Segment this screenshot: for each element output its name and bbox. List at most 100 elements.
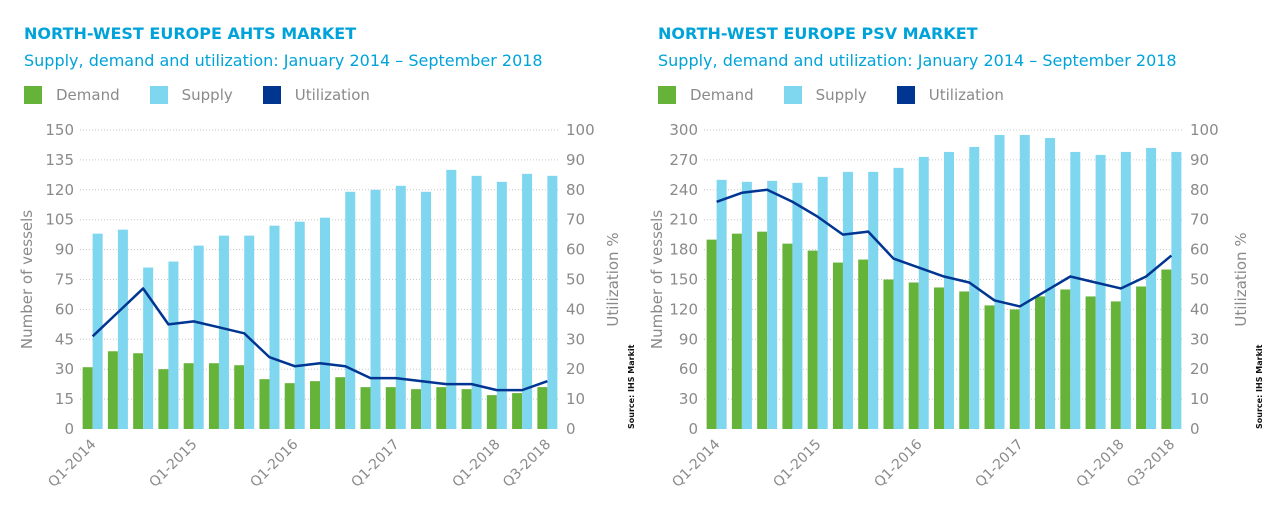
legend-swatch-utilization: [262, 86, 281, 104]
bar-demand: [107, 351, 118, 429]
source-note: Source: IHS Markit: [1255, 344, 1264, 429]
y2-tick-label: 30: [566, 330, 585, 348]
bar-demand: [82, 367, 93, 429]
x-tick-label: Q1-2017: [348, 437, 402, 491]
y2-tick-label: 70: [566, 211, 585, 229]
bar-demand: [1060, 289, 1071, 429]
bar-demand: [335, 377, 346, 429]
y-tick-label: 270: [669, 151, 698, 169]
y-tick-label: 90: [55, 241, 74, 259]
legend-item-utilization: Utilization: [262, 86, 370, 104]
y2-tick-label: 40: [566, 300, 585, 318]
ahts-chart-svg: 0 15 30 45 60 75 90 105 120 135 150 0 10 20 30 40 50 60 70…: [18, 121, 636, 491]
x-tick-label: Q1-2014: [669, 436, 723, 490]
bar-supply: [193, 245, 204, 429]
bar-supply: [320, 217, 330, 429]
x-tick-label: Q1-2015: [770, 437, 824, 491]
y2-tick-label: 10: [566, 390, 585, 408]
bar-supply: [792, 182, 803, 429]
bar-demand: [757, 231, 768, 429]
bar-supply: [117, 229, 128, 429]
y2-axis-label: Utilization %: [604, 232, 622, 326]
bar-supply: [421, 191, 432, 429]
chart-legend: Demand Supply Utilization: [658, 86, 1034, 104]
x-tick-label: Q1-2016: [247, 436, 301, 490]
bar-supply: [345, 191, 356, 429]
y-tick-label: 120: [669, 300, 698, 318]
bar-supply: [168, 261, 179, 429]
bar-demand: [537, 387, 548, 429]
legend-swatch-utilization: [896, 86, 915, 104]
legend-swatch-supply: [149, 86, 168, 104]
legend-label: Supply: [181, 86, 233, 104]
y-tick-label: 30: [679, 390, 698, 408]
legend-label: Demand: [690, 86, 754, 104]
bar-demand: [284, 383, 295, 429]
x-tick-label: Q1-2014: [45, 436, 99, 490]
legend-label: Supply: [815, 86, 867, 104]
y2-tick-label: 0: [566, 420, 576, 438]
y2-tick-label: 70: [1190, 211, 1209, 229]
bar-demand: [731, 233, 742, 429]
y-tick-label: 60: [679, 360, 698, 378]
y-tick-label: 60: [55, 300, 74, 318]
y-tick-label: 240: [669, 181, 698, 199]
chart-subtitle: Supply, demand and utilization: January …: [24, 51, 543, 70]
bar-supply: [767, 180, 778, 429]
legend-label: Utilization: [928, 86, 1004, 104]
bar-supply: [218, 235, 229, 429]
y-tick-label: 90: [679, 330, 698, 348]
bar-supply: [716, 179, 727, 429]
legend-label: Utilization: [294, 86, 370, 104]
chart-title: NORTH-WEST EUROPE AHTS MARKET: [24, 24, 357, 43]
y-tick-label: 180: [669, 241, 698, 259]
bar-demand: [385, 387, 396, 429]
x-tick-label: Q1-2018: [449, 437, 503, 491]
bar-demand: [411, 389, 422, 429]
y2-tick-label: 60: [566, 241, 585, 259]
x-tick-label: Q3-2018: [1124, 437, 1178, 491]
bars: [82, 169, 558, 429]
y-axis-label: Number of vessels: [648, 210, 666, 349]
legend-item-demand: Demand: [24, 86, 120, 104]
bar-supply: [741, 181, 752, 429]
legend-item-utilization: Utilization: [896, 86, 1004, 104]
bar-demand: [782, 243, 793, 429]
bar-supply: [143, 267, 154, 429]
bar-demand: [486, 395, 497, 429]
psv-chart-svg: 0 30 60 90 120 150 180 210 240 270 300 0 10 20 30 40 50 6…: [648, 121, 1264, 491]
bar-demand: [133, 353, 144, 429]
x-tick-label: Q3-2018: [500, 437, 554, 491]
bar-demand: [1110, 301, 1121, 429]
bar-demand: [934, 287, 944, 429]
bar-demand: [1009, 309, 1020, 429]
source-note: Source: IHS Markit: [627, 344, 636, 429]
x-tick-label: Q1-2015: [146, 437, 200, 491]
bar-supply: [395, 185, 406, 429]
bar-demand: [706, 239, 717, 429]
chart-subtitle: Supply, demand and utilization: January …: [658, 51, 1177, 70]
y2-tick-label: 90: [566, 151, 585, 169]
y-tick-label: 120: [45, 181, 74, 199]
y-axis-label: Number of vessels: [18, 210, 36, 349]
bar-demand: [1136, 286, 1147, 429]
bar-demand: [208, 363, 219, 429]
y-tick-label: 0: [64, 420, 74, 438]
bar-supply: [1095, 154, 1106, 429]
legend-item-demand: Demand: [658, 86, 754, 104]
bar-demand: [807, 250, 818, 429]
y-tick-label: 45: [55, 330, 74, 348]
bar-supply: [994, 134, 1005, 429]
bar-demand: [360, 387, 371, 429]
bar-supply: [918, 156, 929, 429]
bar-supply: [1146, 147, 1157, 429]
bar-demand: [310, 381, 320, 429]
y2-tick-label: 0: [1190, 420, 1200, 438]
bar-supply: [269, 225, 280, 429]
bar-demand: [858, 259, 869, 429]
y2-tick-label: 30: [1190, 330, 1209, 348]
bar-supply: [944, 151, 954, 429]
bar-demand: [158, 369, 169, 429]
bars: [706, 134, 1182, 430]
bar-supply: [244, 235, 255, 429]
